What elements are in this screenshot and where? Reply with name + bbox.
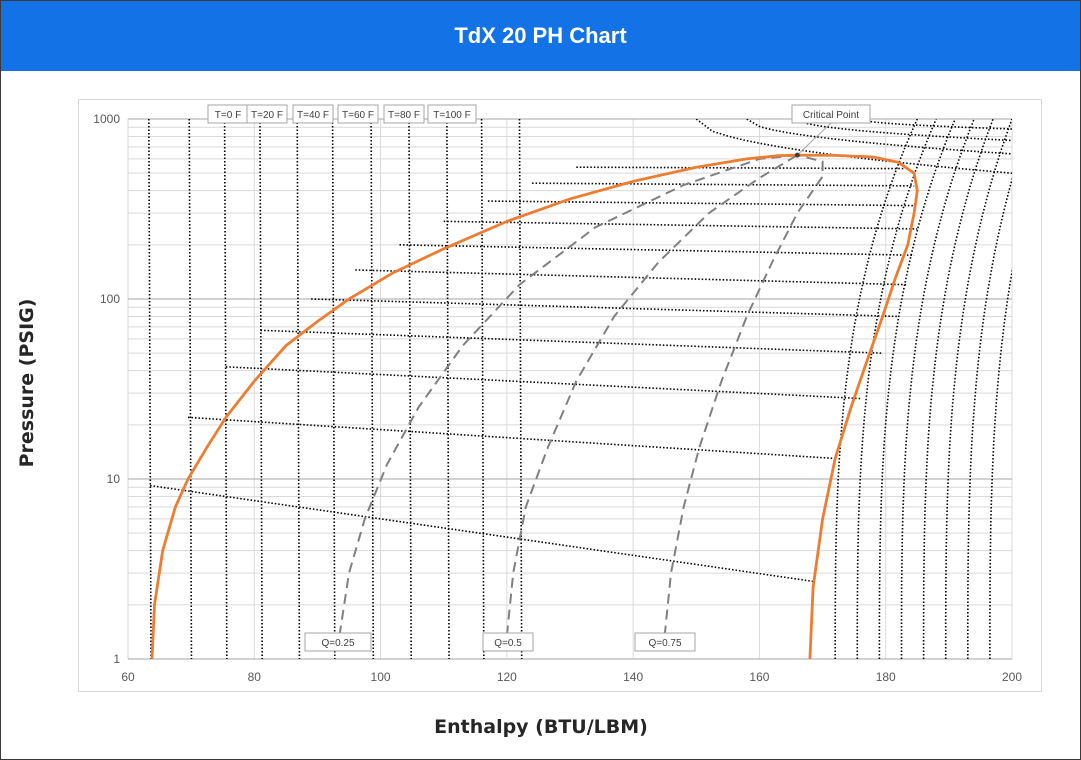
subcooled-isotherm: [259, 119, 263, 659]
subcooled-isotherm: [296, 119, 301, 659]
superheat-isotherm: [989, 267, 1012, 659]
subcooled-isotherm: [148, 119, 152, 659]
upper-isotherm: [796, 119, 1012, 142]
curves-layer: [148, 119, 1012, 659]
isotherm-label-box: [292, 104, 334, 124]
isotherm-label-text: T=20 F: [251, 110, 283, 121]
superheat-isotherm: [834, 119, 919, 659]
critical-point-leader: [798, 122, 832, 154]
two-phase-isotherm: [187, 416, 836, 460]
superheat-isotherm: [944, 119, 1012, 659]
y-tick-labels: 1 10 100 1000: [93, 112, 120, 666]
x-tick-labels: 60 80 100 120 140 160 180 200: [121, 670, 1022, 684]
critical-point-label-text: Critical Point: [803, 110, 859, 121]
y-axis-label: Pressure (PSIG): [16, 298, 38, 468]
two-phase-isotherm: [532, 182, 915, 187]
subcooled-isotherm: [370, 119, 375, 659]
critical-point-label: Critical Point: [791, 104, 871, 124]
subcooled-isotherm: [188, 119, 193, 659]
grid-lines: [127, 118, 1013, 660]
critical-point-label-box: [791, 104, 871, 124]
x-tick-label: 180: [876, 670, 896, 684]
isotherm-label-text: T=80 F: [388, 110, 420, 121]
quality-label-box: [482, 632, 534, 652]
plot-panel: [78, 99, 1042, 692]
quality-label-box: [634, 632, 696, 652]
superheat-isotherm: [878, 119, 956, 659]
two-phase-isotherm: [487, 200, 918, 207]
y-tick-label: 10: [107, 472, 121, 486]
isotherm-label: T=100 F: [427, 104, 477, 124]
isotherm-label-box: [337, 104, 379, 124]
superheat-isotherm: [922, 119, 994, 659]
two-phase-isotherm: [399, 244, 915, 257]
saturated-vapor-line: [797, 153, 919, 659]
subcooled-isotherm: [408, 119, 412, 659]
saturated-liquid-line: [150, 153, 798, 659]
subcooled-isotherm: [223, 119, 228, 659]
x-tick-label: 100: [371, 670, 391, 684]
x-tick-label: 160: [749, 670, 769, 684]
upper-isotherm: [860, 119, 1012, 130]
x-tick-label: 140: [623, 670, 643, 684]
two-phase-isotherm: [443, 220, 918, 230]
isotherm-label: T=80 F: [383, 104, 425, 124]
isotherm-label-text: T=100 F: [433, 110, 471, 121]
isotherm-label-box: [383, 104, 425, 124]
isotherm-label-text: T=0 F: [215, 110, 241, 121]
quality-line-2: [505, 154, 798, 636]
quality-label-text: Q=0.5: [494, 638, 522, 649]
subcooled-isotherm: [518, 119, 523, 659]
quality-label: Q=0.75: [634, 632, 696, 652]
page-title: TdX 20 PH Chart: [1, 1, 1080, 71]
y-tick-label: 100: [100, 292, 120, 306]
quality-label: Q=0.25: [304, 632, 372, 652]
two-phase-isotherm: [355, 269, 908, 286]
two-phase-isotherm: [225, 366, 861, 400]
isotherm-label: T=0 F: [207, 104, 249, 124]
x-tick-label: 60: [121, 670, 135, 684]
quality-label: Q=0.5: [482, 632, 534, 652]
isotherm-label: T=60 F: [337, 104, 379, 124]
critical-point-marker: [794, 152, 800, 158]
x-tick-label: 120: [497, 670, 517, 684]
superheat-isotherm: [967, 176, 1012, 659]
quality-label-text: Q=0.75: [648, 638, 682, 649]
subcooled-isotherm: [446, 119, 450, 659]
isotherm-label-text: T=60 F: [342, 110, 374, 121]
y-tick-label: 1: [113, 652, 120, 666]
quality-label-text: Q=0.25: [321, 638, 355, 649]
superheat-isotherm: [856, 119, 937, 659]
isotherm-label: T=20 F: [246, 104, 288, 124]
two-phase-isotherm: [576, 166, 905, 170]
x-tick-label: 80: [248, 670, 262, 684]
x-tick-label: 200: [1002, 670, 1022, 684]
quality-line-1: [338, 154, 798, 636]
upper-isotherm: [746, 119, 1012, 155]
isotherm-label-box: [246, 104, 288, 124]
isotherm-label-box: [427, 104, 477, 124]
two-phase-isotherm: [260, 329, 883, 354]
isotherm-label-text: T=40 F: [297, 110, 329, 121]
quality-label-box: [304, 632, 372, 652]
x-axis-label: Enthalpy (BTU/LBM): [434, 716, 648, 738]
superheat-isotherm: [900, 119, 975, 659]
subcooled-isotherm: [331, 119, 336, 659]
isotherm-label: T=40 F: [292, 104, 334, 124]
subcooled-isotherm: [480, 119, 485, 659]
y-tick-label: 1000: [93, 112, 120, 126]
